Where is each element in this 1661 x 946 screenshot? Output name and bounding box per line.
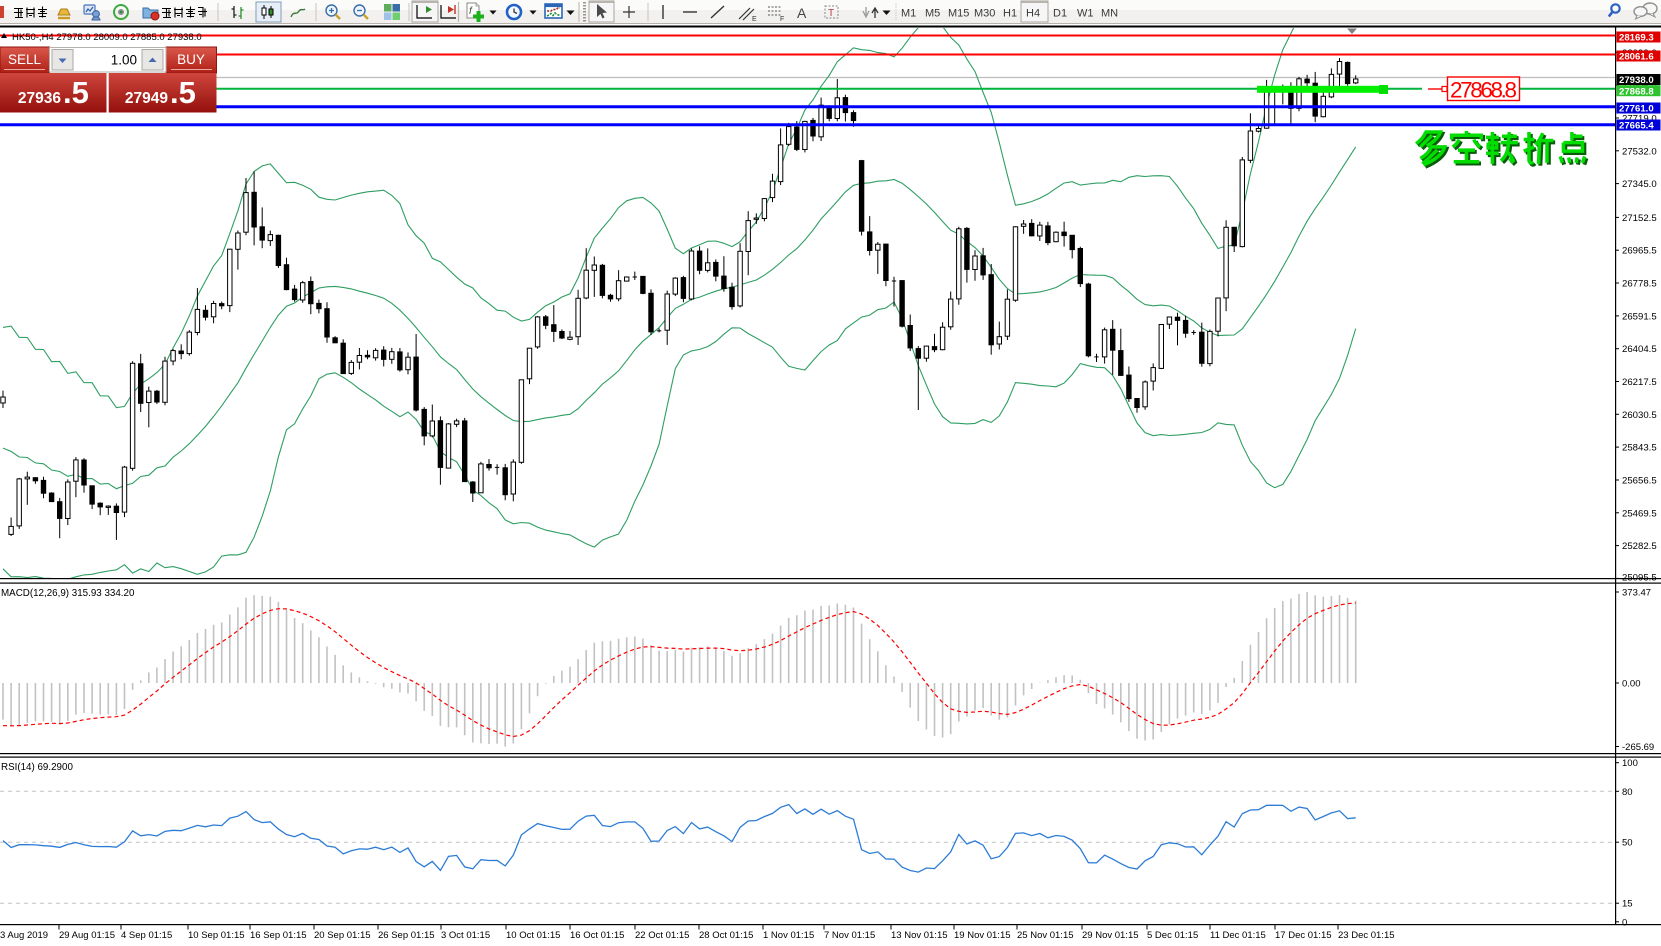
svg-text:27665.4: 27665.4 — [1619, 121, 1654, 132]
svg-text:27949: 27949 — [125, 90, 168, 107]
svg-text:27938.0: 27938.0 — [1619, 75, 1654, 86]
svg-text:1 Nov 01:15: 1 Nov 01:15 — [763, 930, 814, 941]
svg-text:SELL: SELL — [8, 52, 42, 67]
svg-text:10 Oct 01:15: 10 Oct 01:15 — [506, 930, 560, 941]
svg-text:15: 15 — [1622, 899, 1633, 910]
svg-text:50: 50 — [1622, 838, 1633, 849]
svg-text:23 Dec 01:15: 23 Dec 01:15 — [1338, 930, 1395, 941]
svg-text:.5: .5 — [170, 75, 196, 110]
svg-text:f: f — [469, 6, 473, 17]
svg-text:25843.5: 25843.5 — [1622, 443, 1657, 454]
svg-text:0: 0 — [1622, 917, 1627, 928]
svg-text:11 Dec 01:15: 11 Dec 01:15 — [1210, 930, 1266, 941]
svg-text:0.00: 0.00 — [1622, 679, 1641, 690]
svg-text:27868.8: 27868.8 — [1450, 78, 1517, 103]
svg-text:5 Dec 01:15: 5 Dec 01:15 — [1147, 930, 1198, 941]
svg-text:27345.0: 27345.0 — [1622, 179, 1657, 190]
svg-text:26030.5: 26030.5 — [1622, 410, 1657, 421]
svg-text:E: E — [752, 16, 757, 23]
svg-text:27868.8: 27868.8 — [1619, 86, 1654, 97]
svg-text:80: 80 — [1622, 787, 1633, 798]
svg-text:4 Sep 01:15: 4 Sep 01:15 — [121, 930, 172, 941]
svg-text:19 Nov 01:15: 19 Nov 01:15 — [954, 930, 1011, 941]
svg-text:RSI(14) 69.2900: RSI(14) 69.2900 — [1, 762, 73, 773]
svg-text:29 Nov 01:15: 29 Nov 01:15 — [1082, 930, 1139, 941]
svg-text:27719.0: 27719.0 — [1622, 114, 1657, 125]
svg-text:373.47: 373.47 — [1622, 588, 1651, 599]
svg-text:26591.5: 26591.5 — [1622, 311, 1657, 322]
svg-text:BUY: BUY — [177, 52, 205, 67]
svg-text:W1: W1 — [1077, 8, 1094, 20]
svg-text:26404.5: 26404.5 — [1622, 344, 1657, 355]
svg-text:27936: 27936 — [18, 90, 61, 107]
svg-text:T: T — [828, 8, 834, 19]
svg-text:25656.5: 25656.5 — [1622, 476, 1657, 487]
svg-text:25 Nov 01:15: 25 Nov 01:15 — [1017, 930, 1074, 941]
svg-text:26 Sep 01:15: 26 Sep 01:15 — [378, 930, 435, 941]
svg-text:H1: H1 — [1003, 8, 1017, 20]
svg-text:M15: M15 — [948, 8, 969, 20]
svg-text:25469.5: 25469.5 — [1622, 508, 1657, 519]
svg-text:25095.5: 25095.5 — [1622, 572, 1657, 583]
svg-text:25282.5: 25282.5 — [1622, 541, 1657, 552]
svg-text:100: 100 — [1622, 758, 1638, 769]
svg-text:27532.0: 27532.0 — [1622, 146, 1657, 157]
svg-text:28061.6: 28061.6 — [1619, 52, 1654, 63]
svg-text:22 Oct 01:15: 22 Oct 01:15 — [635, 930, 689, 941]
svg-text:F: F — [780, 16, 784, 23]
svg-text:10 Sep 01:15: 10 Sep 01:15 — [188, 930, 245, 941]
svg-text:H4: H4 — [1026, 8, 1040, 20]
svg-text:7 Nov 01:15: 7 Nov 01:15 — [824, 930, 875, 941]
svg-text:HK50-,H4 27978.0 28009.0 2788: HK50-,H4 27978.0 28009.0 27885.0 27938.0 — [12, 32, 202, 43]
svg-text:MACD(12,26,9) 315.93 334.20: MACD(12,26,9) 315.93 334.20 — [1, 588, 135, 599]
svg-text:1.00: 1.00 — [111, 53, 137, 68]
svg-text:M1: M1 — [901, 8, 916, 20]
svg-text:.5: .5 — [63, 75, 89, 110]
svg-text:D1: D1 — [1053, 8, 1067, 20]
svg-text:MN: MN — [1101, 8, 1118, 20]
svg-text:20 Sep 01:15: 20 Sep 01:15 — [314, 930, 371, 941]
svg-text:M30: M30 — [974, 8, 995, 20]
svg-text:M5: M5 — [925, 8, 940, 20]
svg-text:28169.3: 28169.3 — [1619, 33, 1654, 44]
svg-text:29 Aug 01:15: 29 Aug 01:15 — [59, 930, 115, 941]
svg-text:17 Dec 01:15: 17 Dec 01:15 — [1275, 930, 1332, 941]
svg-text:A: A — [797, 5, 807, 21]
svg-text:26778.5: 26778.5 — [1622, 279, 1657, 290]
svg-text:26217.5: 26217.5 — [1622, 377, 1657, 388]
svg-text:16 Oct 01:15: 16 Oct 01:15 — [570, 930, 624, 941]
svg-text:3 Aug 2019: 3 Aug 2019 — [0, 930, 48, 941]
svg-text:27152.5: 27152.5 — [1622, 213, 1657, 224]
svg-text:27761.0: 27761.0 — [1619, 104, 1654, 115]
svg-text:3 Oct 01:15: 3 Oct 01:15 — [441, 930, 490, 941]
svg-text:-265.69: -265.69 — [1622, 742, 1654, 753]
svg-text:16 Sep 01:15: 16 Sep 01:15 — [250, 930, 307, 941]
svg-text:28 Oct 01:15: 28 Oct 01:15 — [699, 930, 753, 941]
svg-text:26965.5: 26965.5 — [1622, 246, 1657, 257]
svg-text:13 Nov 01:15: 13 Nov 01:15 — [891, 930, 948, 941]
